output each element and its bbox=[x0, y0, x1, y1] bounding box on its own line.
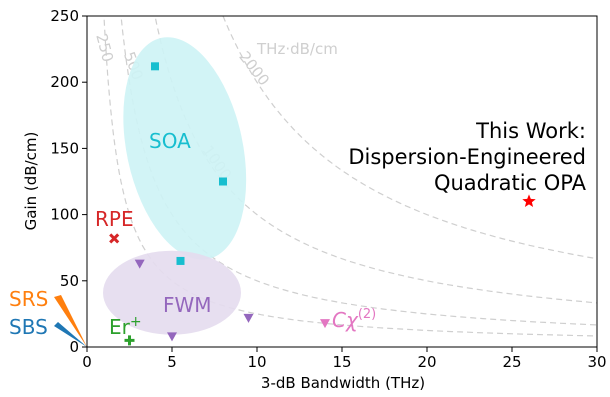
this-work-label-line-2: Dispersion-Engineered bbox=[348, 145, 586, 169]
x-axis-title: 3-dB Bandwidth (THz) bbox=[261, 374, 425, 392]
contour-line-250 bbox=[103, 16, 597, 337]
y-tick-label-100: 100 bbox=[50, 206, 79, 224]
y-tick-label-150: 150 bbox=[50, 139, 79, 157]
annotations: THz·dB/cm This Work: Dispersion-Engineer… bbox=[9, 40, 587, 392]
sbs-label: SBS bbox=[9, 315, 48, 339]
x-tick-label-25: 25 bbox=[502, 353, 521, 371]
this-work-label-line-3: Quadratic OPA bbox=[434, 171, 587, 195]
point-fwm-1 bbox=[167, 332, 177, 342]
x-tick-label-10: 10 bbox=[247, 353, 266, 371]
er-label-superscript: + bbox=[130, 314, 142, 330]
contour-line-2000 bbox=[222, 16, 597, 260]
x-tick-label-20: 20 bbox=[417, 353, 436, 371]
point-soa-1 bbox=[219, 177, 227, 186]
srs-label: SRS bbox=[9, 287, 48, 311]
cchi2-label-superscript: (2) bbox=[358, 307, 376, 322]
cchi2-label: Cχ(2) bbox=[332, 307, 376, 332]
rpe-label: RPE bbox=[95, 207, 134, 231]
region-soa bbox=[123, 37, 247, 260]
contour-label-250: 250 bbox=[92, 32, 117, 64]
point-cchi2-0 bbox=[320, 319, 330, 329]
technology-regions bbox=[103, 37, 247, 335]
fwm-label: FWM bbox=[163, 293, 212, 317]
point-rpe-0-b bbox=[109, 233, 120, 244]
soa-label: SOA bbox=[149, 129, 191, 153]
point-er--0 bbox=[124, 335, 135, 346]
er-label-base: Er bbox=[109, 315, 131, 339]
wedge-srs bbox=[54, 295, 87, 347]
point-soa-2 bbox=[176, 256, 185, 265]
x-tick-label-0: 0 bbox=[82, 353, 92, 371]
point-this-work-0 bbox=[522, 194, 536, 207]
point-fwm-0 bbox=[134, 259, 145, 269]
cchi2-label-chi: χ bbox=[345, 308, 359, 332]
y-tick-label-200: 200 bbox=[50, 73, 79, 91]
point-soa-0 bbox=[151, 62, 159, 71]
cchi2-label-c: C bbox=[332, 308, 346, 332]
x-tick-label-30: 30 bbox=[587, 353, 606, 371]
axes: 0 5 10 15 20 25 30 0 50 100 150 200 250 bbox=[50, 7, 606, 371]
y-tick-label-250: 250 bbox=[50, 7, 79, 25]
wedge-sbs bbox=[54, 322, 87, 347]
data-points bbox=[109, 62, 536, 346]
contour-unit-label: THz·dB/cm bbox=[256, 40, 338, 58]
er-label: Er+ bbox=[109, 314, 142, 339]
y-tick-label-0: 0 bbox=[69, 338, 79, 356]
this-work-label-line-1: This Work: bbox=[475, 119, 586, 143]
srs-sbs-wedges bbox=[54, 295, 87, 347]
region-fwm bbox=[103, 250, 241, 335]
x-tick-label-15: 15 bbox=[332, 353, 351, 371]
point-rpe-0 bbox=[109, 233, 120, 244]
x-tick-label-5: 5 bbox=[167, 353, 177, 371]
point-fwm-2 bbox=[243, 313, 254, 323]
y-tick-label-50: 50 bbox=[60, 272, 79, 290]
y-axis-title: Gain (dB/cm) bbox=[22, 132, 40, 231]
